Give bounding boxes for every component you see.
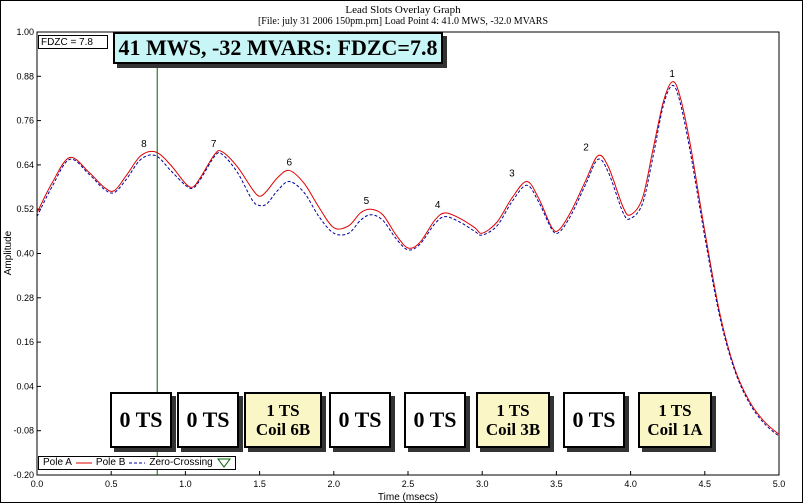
lead-slot-box: 1 TS Coil 3B — [476, 392, 550, 448]
y-tick-label: 0.04 — [16, 381, 34, 391]
load-point-headline: 41 MWS, -32 MVARS: FDZC=7.8 — [113, 32, 443, 64]
slot-count-label: 0 TS — [338, 407, 382, 432]
x-tick-label: 3.0 — [476, 479, 489, 489]
legend-pole-b-swatch — [75, 462, 92, 464]
slot-coil-label: Coil 3B — [485, 420, 541, 439]
series-layer — [36, 81, 780, 437]
slot-coil-label: Coil 6B — [255, 420, 311, 439]
x-tick-label: 0.5 — [105, 479, 118, 489]
peak-label: 2 — [583, 143, 589, 154]
legend-zero-crossing: Zero-Crossing — [149, 457, 213, 468]
y-axis-label: Amplitude — [3, 230, 14, 275]
slot-count-label: 0 TS — [186, 407, 230, 432]
chart-title: Lead Slots Overlay Graph — [345, 4, 461, 16]
x-tick-label: 4.5 — [699, 479, 712, 489]
slot-count-label: 1 TS — [658, 401, 692, 420]
x-tick-label: 4.0 — [624, 479, 637, 489]
x-tick-label: 2.5 — [402, 479, 415, 489]
slot-count-label: 1 TS — [496, 401, 530, 420]
lead-slot-box: 0 TS — [563, 392, 625, 448]
peak-labels: 8 7 6 5 4 3 2 1 — [141, 69, 675, 211]
legend-triangle-icon — [216, 458, 231, 468]
y-tick-label: 1.00 — [16, 27, 34, 37]
peak-label: 1 — [669, 69, 675, 80]
y-tick-label: 0.64 — [16, 160, 34, 170]
legend-pole-a: Pole A — [43, 457, 72, 468]
slot-count-label: 1 TS — [266, 401, 300, 420]
peak-label: 5 — [364, 196, 370, 207]
axis-ticks: 1.000.880.760.640.520.400.280.160.04-0.0… — [13, 27, 785, 489]
y-tick-label: 0.16 — [16, 337, 34, 347]
x-axis-label: Time (msecs) — [378, 492, 438, 502]
x-tick-label: 2.0 — [328, 479, 341, 489]
x-tick-label: 0.0 — [31, 479, 44, 489]
slot-count-label: 0 TS — [572, 407, 616, 432]
y-tick-label: -0.08 — [13, 426, 34, 436]
lead-slot-box: 0 TS — [177, 392, 239, 448]
peak-label: 4 — [435, 200, 441, 211]
peak-label: 8 — [141, 139, 147, 150]
y-tick-label: 0.40 — [16, 249, 34, 259]
lead-slot-box: 1 TS Coil 6B — [244, 392, 322, 448]
legend: Pole A Pole B Zero-Crossing — [38, 456, 236, 470]
peak-label: 7 — [211, 139, 217, 150]
x-tick-label: 5.0 — [773, 479, 786, 489]
slot-count-label: 0 TS — [119, 407, 163, 432]
lead-slot-box: 0 TS — [404, 392, 466, 448]
y-tick-label: 0.76 — [16, 116, 34, 126]
fdzc-readout: FDZC = 7.8 — [38, 35, 108, 49]
y-tick-label: 0.28 — [16, 293, 34, 303]
peak-label: 3 — [509, 169, 515, 180]
x-tick-label: 1.0 — [179, 479, 192, 489]
peak-label: 6 — [286, 157, 292, 168]
lead-slot-box: 1 TS Coil 1A — [638, 392, 712, 448]
lead-slot-box: 0 TS — [329, 392, 391, 448]
slot-coil-label: Coil 1A — [647, 420, 703, 439]
slot-count-label: 0 TS — [413, 407, 457, 432]
legend-zero-crossing-swatch — [129, 462, 146, 464]
y-tick-label: -0.20 — [13, 470, 34, 480]
lead-slot-box: 0 TS — [110, 392, 172, 448]
x-tick-label: 3.5 — [550, 479, 563, 489]
series-pole-b-line — [36, 81, 780, 435]
y-tick-label: 0.88 — [16, 71, 34, 81]
legend-pole-b: Pole B — [95, 457, 126, 468]
y-tick-label: 0.52 — [16, 204, 34, 214]
x-tick-label: 1.5 — [253, 479, 266, 489]
chart-subtitle: [File: july 31 2006 150pm.prn] Load Poin… — [258, 16, 548, 27]
series-zero-crossing-line — [36, 84, 780, 437]
